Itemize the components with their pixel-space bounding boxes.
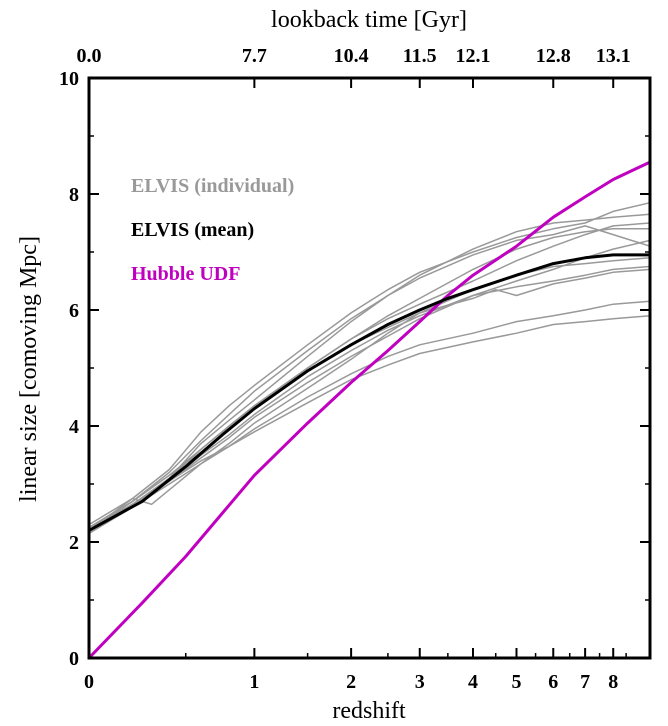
x-tick-label-0: 0 [84,671,94,693]
hubble-udf-line [87,160,652,660]
x-tick-label-5: 5 [511,671,521,693]
y-tick-label-4: 4 [69,416,79,438]
legend-entry-hubble-udf: Hubble UDF [131,263,240,285]
elvis-individual-line-2 [88,201,651,526]
legend: ELVIS (individual) ELVIS (mean) Hubble UDF [131,175,294,285]
top-tick-label-3: 11.5 [403,45,437,67]
x-axis-title: redshift [332,698,406,724]
elvis-mean-line [87,253,652,532]
x-tick-label-4: 4 [468,671,478,693]
elvis-individual-line-11 [88,268,651,529]
y-tick-label-2: 2 [69,532,79,554]
top-axis-title: lookback time [Gyr] [271,7,467,33]
ticks-group [88,77,650,659]
elvis-individual-line-7 [88,315,651,529]
y-tick-label-0: 0 [69,648,79,670]
elvis-individual-line-5 [88,265,651,535]
x-tick-label-3: 3 [415,671,425,693]
elvis-individual-line-3 [88,228,651,529]
top-tick-label-4: 12.1 [455,45,490,67]
y-tick-label-8: 8 [69,184,79,206]
x-tick-label-2: 2 [346,671,356,693]
legend-entry-elvis-individual: ELVIS (individual) [131,175,294,197]
elvis-individual-line-4 [88,257,651,532]
elvis-individual-line-8 [88,225,651,532]
tick-labels-group: 0 1 2 3 4 5 6 7 80.0 7.7 10.4 11.5 12.1 12.8 13.102468… [59,45,631,693]
top-tick-label-2: 10.4 [334,45,369,67]
x-tick-label-1: 1 [249,671,259,693]
y-axis-title: linear size [comoving Mpc] [16,236,42,502]
main-series-group [87,160,652,660]
y-tick-label-6: 6 [69,300,79,322]
top-tick-label-6: 12.8 [536,45,571,67]
x-tick-label-7: 7 [580,671,590,693]
legend-entry-elvis-mean: ELVIS (mean) [131,219,254,241]
x-tick-label-8: 8 [608,671,618,693]
top-tick-label-8: 13.1 [596,45,631,67]
y-tick-label-10: 10 [59,68,79,90]
elvis-individual-line-1 [88,213,651,532]
x-tick-label-6: 6 [548,671,558,693]
top-tick-label-0: 0.0 [77,45,102,67]
top-tick-label-1: 7.7 [242,45,267,67]
